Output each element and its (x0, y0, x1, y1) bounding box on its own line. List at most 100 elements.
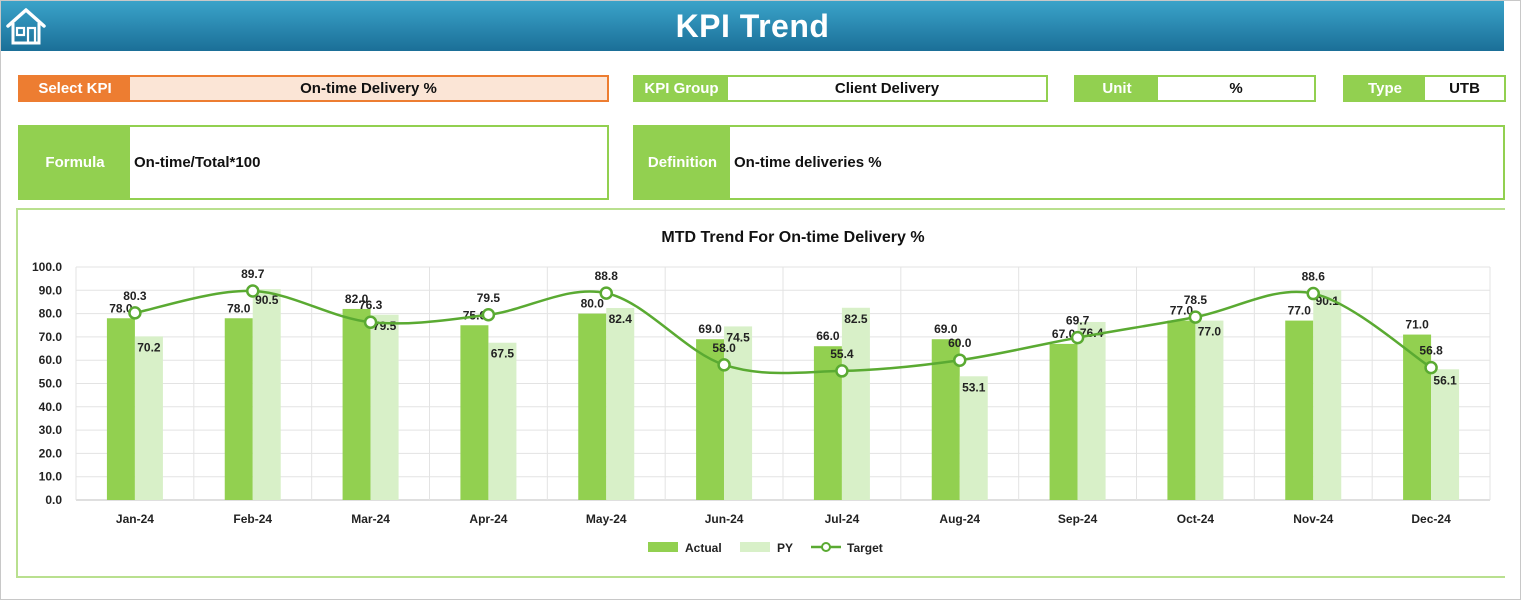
definition-field: Definition On-time deliveries % (633, 125, 1505, 200)
target-line (134, 289, 1432, 375)
x-tick-label: Jul-24 (825, 512, 860, 526)
actual-data-label: 67.0 (1052, 327, 1076, 341)
py-bar (370, 314, 399, 500)
target-data-label: 80.3 (123, 289, 147, 303)
actual-data-label: 71.0 (1405, 318, 1429, 332)
target-marker (363, 315, 378, 329)
py-data-label: 77.0 (1198, 325, 1222, 339)
legend-py-label: PY (777, 541, 793, 555)
y-tick-label: 0.0 (45, 493, 62, 507)
x-tick-label: Aug-24 (939, 512, 980, 526)
formula-label: Formula (20, 127, 130, 198)
actual-bar (931, 339, 960, 500)
target-marker (246, 284, 260, 298)
y-tick-label: 60.0 (39, 353, 63, 367)
type-label: Type (1345, 77, 1425, 100)
x-tick-label: Feb-24 (233, 512, 272, 526)
py-bar (252, 289, 281, 500)
actual-bar (1049, 343, 1078, 500)
py-data-label: 82.5 (844, 312, 868, 326)
unit-value: % (1229, 80, 1243, 97)
title-bar: KPI Trend (1, 1, 1504, 51)
y-tick-label: 30.0 (39, 423, 63, 437)
x-tick-label: Mar-24 (351, 512, 390, 526)
py-data-label: 90.5 (255, 293, 279, 307)
py-bar (1195, 320, 1224, 500)
target-data-label: 88.8 (595, 269, 619, 283)
actual-data-label: 69.0 (698, 322, 722, 336)
target-marker (599, 286, 613, 300)
py-data-label: 70.2 (137, 340, 161, 354)
py-bar (606, 308, 635, 500)
py-bar (841, 307, 870, 500)
y-tick-label: 100.0 (32, 260, 62, 274)
target-marker (481, 308, 496, 322)
y-tick-label: 40.0 (39, 400, 63, 414)
actual-data-label: 80.0 (581, 297, 605, 311)
py-data-label: 53.1 (962, 380, 986, 394)
definition-label: Definition (635, 127, 730, 198)
target-data-label: 88.6 (1302, 270, 1326, 284)
select-kpi-field[interactable]: Select KPI On-time Delivery % (18, 75, 609, 102)
y-tick-label: 70.0 (39, 330, 63, 344)
actual-bar (1285, 320, 1314, 500)
py-bar (488, 342, 517, 500)
legend-actual-label: Actual (685, 541, 722, 555)
type-field: Type UTB (1343, 75, 1506, 102)
target-data-label: 79.5 (477, 291, 501, 305)
target-marker (1424, 360, 1438, 375)
py-bar (134, 336, 163, 500)
select-kpi-value[interactable]: On-time Delivery % (130, 77, 607, 100)
legend-target-marker (821, 542, 831, 552)
y-tick-label: 10.0 (39, 470, 63, 484)
y-tick-label: 50.0 (39, 377, 63, 391)
py-bar (959, 376, 988, 500)
actual-data-label: 75.0 (463, 308, 487, 322)
page-title: KPI Trend (675, 8, 830, 44)
actual-bar (342, 308, 371, 500)
actual-data-label: 77.0 (1170, 304, 1194, 318)
actual-bar (224, 318, 253, 500)
target-data-label: 69.7 (1066, 314, 1090, 328)
chart-panel: MTD Trend For On-time Delivery % 0.0 10.0 2… (16, 208, 1505, 578)
target-marker (717, 358, 731, 372)
y-tick-label: 80.0 (39, 307, 63, 321)
definition-value: On-time deliveries % (734, 154, 882, 171)
actual-bar (1403, 334, 1432, 500)
target-marker (1070, 330, 1085, 345)
py-bar (1431, 369, 1460, 500)
py-data-label: 67.5 (491, 347, 515, 361)
unit-field: Unit % (1074, 75, 1316, 102)
legend-py-swatch (740, 542, 770, 552)
actual-bar (106, 318, 135, 500)
py-bar (724, 326, 753, 500)
y-tick-label: 90.0 (39, 283, 63, 297)
formula-value: On-time/Total*100 (134, 154, 261, 171)
py-data-label: 74.5 (726, 330, 750, 344)
target-data-label: 78.5 (1184, 293, 1208, 307)
x-tick-label: Jan-24 (116, 512, 154, 526)
actual-bar (578, 313, 607, 500)
type-value: UTB (1449, 80, 1480, 97)
actual-bar (1167, 320, 1196, 500)
x-tick-label: Oct-24 (1177, 512, 1215, 526)
kpi-group-field: KPI Group Client Delivery (633, 75, 1048, 102)
target-marker (835, 364, 849, 378)
target-data-label: 89.7 (241, 267, 265, 281)
kpi-group-label: KPI Group (635, 77, 728, 100)
actual-data-label: 66.0 (816, 329, 840, 343)
py-data-label: 56.1 (1433, 373, 1457, 387)
actual-data-label: 77.0 (1288, 304, 1312, 318)
home-icon[interactable] (5, 5, 47, 47)
target-marker (1188, 310, 1203, 324)
y-tick-label: 20.0 (39, 446, 63, 460)
target-data-label: 60.0 (948, 336, 972, 350)
py-bar (1313, 290, 1342, 500)
actual-data-label: 78.0 (227, 301, 251, 315)
target-marker (128, 306, 142, 320)
py-data-label: 82.4 (609, 312, 633, 326)
unit-label: Unit (1076, 77, 1158, 100)
target-data-label: 56.8 (1419, 344, 1443, 358)
target-data-label: 76.3 (359, 298, 383, 312)
legend-actual-swatch (648, 542, 678, 552)
